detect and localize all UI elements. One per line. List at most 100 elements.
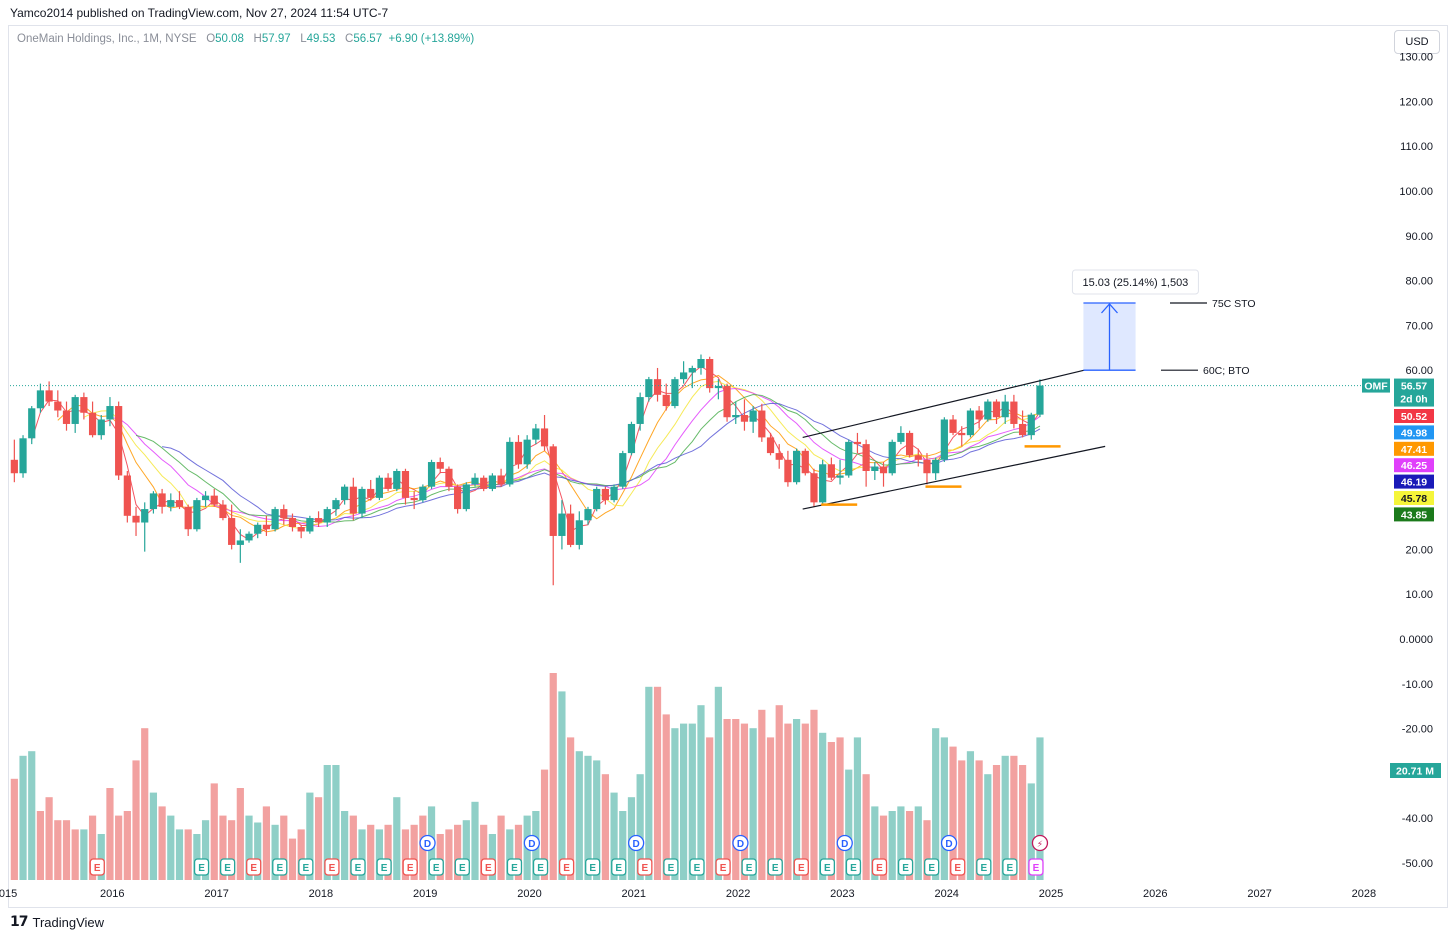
- footer-branding: 17 TradingView: [10, 914, 104, 930]
- volume-bar: [19, 755, 27, 880]
- candle-body: [662, 394, 670, 407]
- candle-body: [245, 533, 253, 541]
- event-bolt-icon: [1031, 834, 1049, 852]
- volume-bar: [375, 829, 383, 880]
- candle-body: [158, 493, 166, 507]
- volume-bar: [288, 838, 297, 880]
- volume-bar: [28, 751, 36, 880]
- candle-body: [523, 439, 531, 465]
- dividend-marker-letter: D: [528, 839, 535, 850]
- volume-bar: [853, 737, 862, 880]
- candle-body: [1010, 401, 1018, 424]
- dividend-marker-icon: [523, 834, 540, 852]
- candle-body: [740, 415, 749, 422]
- candle-body: [871, 466, 879, 471]
- volume-bar: [923, 820, 931, 880]
- candle-body: [306, 518, 314, 532]
- volume-bar: [36, 811, 45, 880]
- low-label: L: [300, 33, 307, 45]
- earnings-marker-letter: E: [459, 863, 466, 874]
- indicator-tag-label: 47.41: [1401, 444, 1427, 456]
- earnings-marker-icon: [871, 858, 888, 876]
- publisher-caption: Yamco2014 published on TradingView.com, …: [10, 6, 389, 20]
- volume-bar: [332, 765, 340, 880]
- volume-bar: [801, 723, 809, 880]
- earnings-marker-icon: [741, 858, 757, 876]
- candle-body: [393, 471, 401, 489]
- y-axis-label: 100.00: [1399, 186, 1433, 198]
- earnings-marker-icon: [454, 858, 470, 876]
- candle-body: [619, 453, 627, 487]
- earnings-marker-icon: [845, 858, 862, 876]
- volume-bar: [575, 751, 583, 880]
- volume-bar: [897, 806, 905, 880]
- symbol-tag: [1362, 378, 1390, 393]
- volume-bar: [749, 728, 757, 880]
- volume-bar: [940, 737, 948, 880]
- volume-bar: [1010, 755, 1018, 880]
- volume-bar: [1036, 737, 1044, 880]
- volume-bar: [262, 806, 271, 880]
- candle-body: [88, 412, 97, 436]
- volume-bar: [601, 774, 609, 880]
- candle-body: [454, 486, 462, 510]
- earnings-marker-letter: E: [824, 863, 831, 874]
- earnings-marker-letter: E: [694, 863, 701, 874]
- candle-body: [567, 513, 575, 545]
- volume-bar: [653, 686, 662, 880]
- indicator-tag: [1394, 491, 1434, 505]
- volume-bar: [766, 737, 775, 880]
- earnings-marker-letter: E: [407, 863, 414, 874]
- candle-body: [784, 459, 792, 483]
- volume-bar: [141, 728, 149, 880]
- candle-body: [1036, 385, 1044, 415]
- tradingview-logo-icon[interactable]: 17: [10, 914, 29, 930]
- currency-button[interactable]: USD: [1394, 30, 1440, 54]
- volume-bar: [323, 765, 331, 880]
- dividend-marker-letter: D: [945, 839, 952, 850]
- volume-bar: [1027, 783, 1035, 880]
- candle-body: [45, 390, 53, 402]
- candle-body: [792, 450, 801, 483]
- candle-body: [862, 444, 870, 471]
- candle-body: [984, 401, 992, 420]
- volume-bar: [54, 820, 62, 880]
- tradingview-brand[interactable]: TradingView: [32, 914, 105, 930]
- candle-body: [645, 379, 653, 398]
- candle-body: [219, 504, 227, 519]
- volume-bar: [514, 824, 523, 880]
- candle-body: [610, 486, 618, 501]
- candle-body: [419, 486, 427, 501]
- annotation-label: 60C; BTO: [1203, 365, 1250, 377]
- candle-body: [897, 432, 905, 442]
- volume-bar: [540, 769, 549, 880]
- earnings-marker-letter: E: [511, 863, 518, 874]
- volume-bar: [932, 728, 940, 880]
- x-axis-label: 2017: [204, 888, 228, 900]
- candle-body: [914, 455, 922, 460]
- volume-bar: [888, 811, 896, 880]
- volume-bar: [584, 755, 592, 880]
- symbol-title[interactable]: OneMain Holdings, Inc., 1M, NYSE: [17, 33, 197, 45]
- candle-body: [966, 410, 975, 436]
- candle-body: [332, 500, 340, 510]
- candle-body: [445, 468, 453, 487]
- x-axis-label: 015: [0, 888, 17, 900]
- earnings-marker-icon: [715, 858, 731, 876]
- volume-bar: [384, 824, 392, 880]
- volume-bar: [471, 801, 479, 880]
- candle-body: [228, 518, 236, 545]
- x-axis-label: 2016: [100, 888, 124, 900]
- volume-bar: [254, 822, 262, 880]
- x-axis-label: 2020: [517, 888, 541, 900]
- measure-label: 15.03 (25.14%) 1,503: [1083, 277, 1189, 289]
- candle-body: [210, 495, 218, 505]
- candle-body: [480, 477, 488, 489]
- volume-bar: [306, 792, 314, 880]
- chart-frame: [8, 25, 1448, 908]
- y-axis-label: 70.00: [1405, 320, 1433, 332]
- moving-average-line: [109, 387, 1041, 527]
- candle-body: [436, 462, 444, 469]
- volume-bar: [1001, 755, 1009, 880]
